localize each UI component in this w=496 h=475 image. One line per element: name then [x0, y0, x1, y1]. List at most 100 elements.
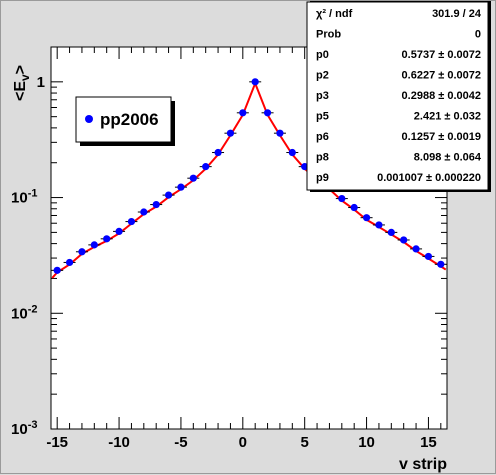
data-marker: [375, 221, 383, 229]
data-point: [137, 208, 150, 216]
stats-label: p8: [316, 152, 329, 164]
stats-value: 0.5737 ± 0.0072: [402, 49, 481, 61]
data-marker: [437, 260, 445, 268]
fit-layer: [51, 80, 447, 279]
y-axis-label: <Ev>: [12, 65, 32, 101]
data-marker: [177, 183, 185, 191]
data-marker: [338, 194, 346, 203]
data-point: [397, 236, 410, 244]
data-marker: [263, 109, 272, 117]
data-point: [410, 245, 423, 253]
data-point: [174, 183, 187, 191]
data-marker: [387, 228, 395, 236]
stats-value: 301.9 / 24: [432, 8, 482, 20]
data-marker: [412, 245, 420, 253]
data-point: [150, 200, 163, 209]
data-marker: [164, 191, 173, 199]
data-point: [273, 129, 286, 137]
stats-value: 0.001007 ± 0.000220: [377, 172, 481, 184]
x-tick-label: 15: [420, 434, 437, 451]
data-marker: [127, 217, 136, 226]
stats-value: 0.6227 ± 0.0072: [402, 70, 481, 82]
x-tick-label: 0: [239, 434, 247, 451]
stats-label: Prob: [316, 29, 341, 41]
legend: pp2006: [75, 96, 175, 146]
y-tick-label: 10-2: [11, 303, 37, 322]
y-tick-label: 10-3: [11, 419, 37, 438]
data-marker: [53, 266, 61, 274]
stats-value: 0.1257 ± 0.0019: [402, 131, 481, 143]
data-point: [372, 221, 385, 229]
data-marker: [400, 236, 408, 244]
data-point: [125, 217, 138, 226]
stats-label: p5: [316, 111, 329, 123]
data-point: [113, 227, 126, 235]
data-marker: [251, 78, 259, 86]
stats-label: p0: [316, 49, 329, 61]
data-marker: [424, 252, 433, 261]
data-point: [360, 214, 373, 222]
data-point: [100, 235, 113, 243]
data-marker: [226, 129, 235, 137]
data-marker: [362, 214, 371, 222]
data-marker: [350, 203, 358, 212]
data-point: [187, 174, 200, 182]
data-marker: [152, 200, 160, 209]
stats-value: 2.421 ± 0.032: [414, 111, 481, 123]
data-marker: [65, 258, 74, 267]
stats-panel: [306, 1, 489, 191]
data-marker: [103, 235, 111, 243]
fit-curve: [51, 80, 447, 279]
legend-marker: [85, 115, 93, 123]
data-point: [434, 260, 447, 268]
data-marker: [202, 163, 210, 171]
legend-label: pp2006: [100, 110, 159, 129]
data-marker: [239, 109, 247, 117]
data-marker: [214, 148, 222, 157]
data-point: [88, 241, 101, 249]
data-points: [51, 78, 447, 274]
stats-value: 0.2988 ± 0.0042: [402, 90, 481, 102]
stats-value: 0: [475, 29, 481, 41]
x-tick-label: 10: [358, 434, 375, 451]
data-marker: [189, 174, 197, 182]
data-point: [63, 258, 76, 267]
x-tick-label: -5: [174, 434, 187, 451]
data-point: [348, 203, 361, 212]
data-point: [249, 78, 262, 86]
stats-label: p2: [316, 70, 329, 82]
data-marker: [288, 148, 296, 157]
data-point: [199, 163, 212, 171]
x-tick-label: 5: [301, 434, 309, 451]
stats-label: p3: [316, 90, 329, 102]
x-tick-label: -15: [46, 434, 68, 451]
x-axis-ticks: -15 -10 -5 0 5 10 15: [46, 47, 442, 451]
data-marker: [78, 248, 86, 256]
data-marker: [115, 227, 123, 235]
stats-label: p9: [316, 172, 329, 184]
data-point: [51, 266, 64, 274]
x-tick-label: -10: [108, 434, 130, 451]
data-marker: [276, 129, 284, 137]
data-point: [75, 248, 88, 256]
data-marker: [140, 208, 148, 216]
y-tick-label: 10-1: [11, 188, 37, 207]
data-point: [385, 228, 398, 236]
data-marker: [90, 241, 98, 249]
data-point: [162, 191, 175, 199]
stats-value: 8.098 ± 0.064: [414, 152, 482, 164]
stats-label: χ² / ndf: [316, 8, 353, 20]
data-point: [212, 148, 225, 157]
x-axis-label: v strip: [399, 456, 447, 473]
data-point: [422, 252, 435, 261]
y-tick-label: 1: [37, 74, 45, 91]
stats-label: p6: [316, 131, 329, 143]
data-point: [236, 109, 249, 117]
data-point: [286, 148, 299, 157]
data-marker: [301, 163, 309, 171]
data-point: [261, 109, 274, 117]
data-point: [335, 194, 348, 203]
stats-box: χ² / ndf 301.9 / 24 Prob 0 p0 0.5737 ± 0.0072…: [306, 1, 491, 192]
